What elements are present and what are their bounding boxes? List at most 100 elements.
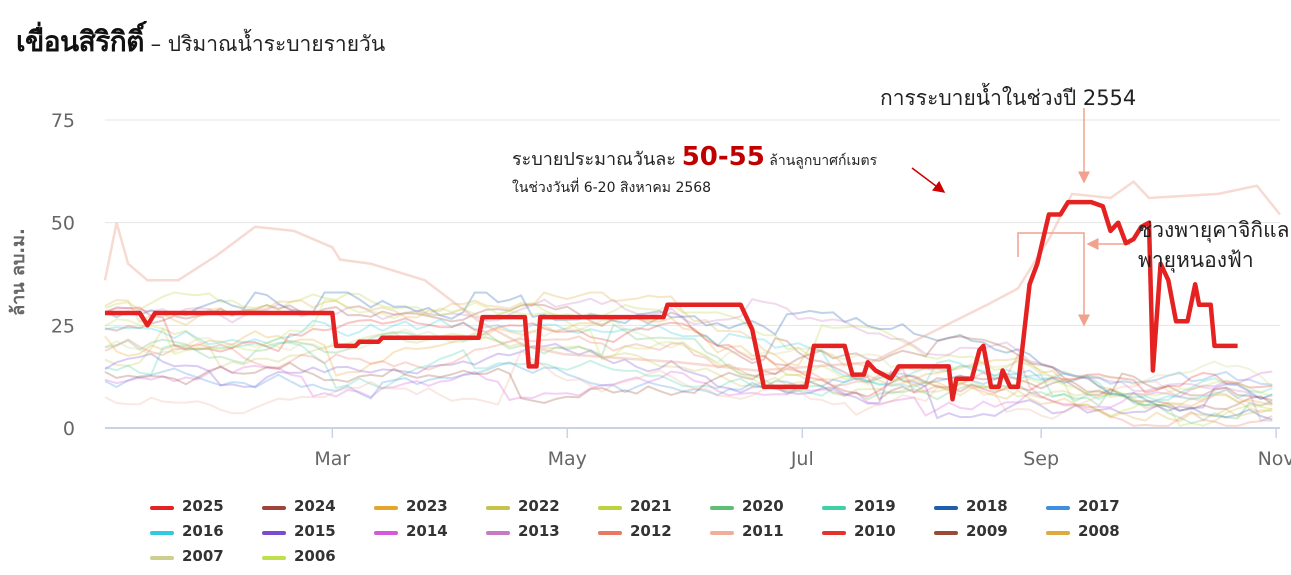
series-2007 xyxy=(104,318,1273,389)
legend-label: 2010 xyxy=(854,522,896,540)
series-2024 xyxy=(104,303,1273,412)
legend-label: 2007 xyxy=(182,547,224,565)
legend-item-2010[interactable]: 2010 xyxy=(822,522,934,546)
legend-item-2006[interactable]: 2006 xyxy=(262,547,374,571)
legend-label: 2013 xyxy=(518,522,560,540)
legend-item-2015[interactable]: 2015 xyxy=(262,522,374,546)
legend-swatch xyxy=(374,531,398,535)
legend-item-2021[interactable]: 2021 xyxy=(598,497,710,521)
legend-label: 2019 xyxy=(854,497,896,515)
series-2025 xyxy=(105,199,1238,402)
series-2014 xyxy=(104,364,1273,417)
series-2022 xyxy=(104,327,1273,414)
legend-label: 2009 xyxy=(966,522,1008,540)
legend-item-2020[interactable]: 2020 xyxy=(710,497,822,521)
legend-label: 2025 xyxy=(182,497,224,515)
legend-label: 2006 xyxy=(294,547,336,565)
legend-item-2012[interactable]: 2012 xyxy=(598,522,710,546)
legend-swatch xyxy=(710,506,734,510)
legend-swatch xyxy=(598,506,622,510)
legend-item-2025[interactable]: 2025 xyxy=(150,497,262,521)
legend-item-2017[interactable]: 2017 xyxy=(1046,497,1158,521)
annotation-storm-nongfa: พายุหนองฟ้า xyxy=(1138,248,1254,272)
legend-swatch xyxy=(934,531,958,535)
legend-item-2008[interactable]: 2008 xyxy=(1046,522,1158,546)
legend-swatch xyxy=(486,506,510,510)
title-subtitle: – ปริมาณน้ำระบายรายวัน xyxy=(143,32,386,56)
legend-label: 2012 xyxy=(630,522,672,540)
arrow-storm-bracket xyxy=(1017,232,1090,327)
legend-label: 2014 xyxy=(406,522,448,540)
legend-swatch xyxy=(1046,531,1070,535)
legend-swatch xyxy=(486,531,510,535)
rate-unit: ล้านลูกบาศก์เมตร xyxy=(764,153,878,169)
axes: 0 25 50 75 ล้าน ลบ.ม. Mar May Jul Sep Nov xyxy=(8,110,1291,470)
legend-item-2016[interactable]: 2016 xyxy=(150,522,262,546)
x-tick-label: Sep xyxy=(1023,448,1059,470)
annotation-release-rate: ระบายประมาณวันละ 50-55 ล้านลูกบาศก์เมตร xyxy=(512,142,877,173)
series-2019 xyxy=(104,341,1273,403)
series-2023 xyxy=(104,315,1273,410)
legend-label: 2017 xyxy=(1078,497,1120,515)
annotation-storm-kajiki: ช่วงพายุคาจิกิแล xyxy=(1138,218,1290,242)
legend-label: 2015 xyxy=(294,522,336,540)
series-2016 xyxy=(104,318,1273,407)
legend-item-2013[interactable]: 2013 xyxy=(486,522,598,546)
legend-label: 2024 xyxy=(294,497,336,515)
legend-item-2014[interactable]: 2014 xyxy=(374,522,486,546)
series-2008 xyxy=(104,291,1273,423)
series-2015 xyxy=(104,342,1273,420)
y-tick-label: 25 xyxy=(51,315,75,337)
annotation-year-2554: การระบายน้ำในช่วงปี 2554 xyxy=(880,86,1137,110)
legend-swatch xyxy=(934,506,958,510)
legend-swatch xyxy=(262,531,286,535)
chart-title: เขื่อนสิริกิติ์ – ปริมาณน้ำระบายรายวัน xyxy=(16,20,385,64)
legend-item-2023[interactable]: 2023 xyxy=(374,497,486,521)
legend-item-2009[interactable]: 2009 xyxy=(934,522,1046,546)
legend-item-2018[interactable]: 2018 xyxy=(934,497,1046,521)
legend-item-2022[interactable]: 2022 xyxy=(486,497,598,521)
series-2021 xyxy=(104,291,1273,428)
legend-swatch xyxy=(1046,506,1070,510)
legend-label: 2018 xyxy=(966,497,1008,515)
legend-swatch xyxy=(374,506,398,510)
legend-item-2007[interactable]: 2007 xyxy=(150,547,262,571)
legend-label: 2020 xyxy=(742,497,784,515)
legend-swatch xyxy=(262,506,286,510)
arrow-release-rate xyxy=(911,167,946,193)
legend-label: 2016 xyxy=(182,522,224,540)
legend-swatch xyxy=(822,506,846,510)
series-2006 xyxy=(104,298,1273,398)
legend-swatch xyxy=(598,531,622,535)
series-2010 xyxy=(104,306,1273,398)
rate-prefix: ระบายประมาณวันละ xyxy=(512,149,682,170)
annotation-release-period: ในช่วงวันที่ 6-20 สิงหาคม 2568 xyxy=(512,180,712,196)
x-tick-label: Jul xyxy=(790,448,814,470)
legend-label: 2008 xyxy=(1078,522,1120,540)
legend-label: 2011 xyxy=(742,522,784,540)
legend-swatch xyxy=(710,531,734,535)
legend-label: 2023 xyxy=(406,497,448,515)
y-tick-label: 0 xyxy=(63,418,75,440)
x-tick-label: May xyxy=(548,448,587,470)
series-2011 xyxy=(104,349,1273,420)
series-2011-highlight-shape xyxy=(103,179,1281,372)
x-tick-label: Nov xyxy=(1258,448,1291,470)
series-2017 xyxy=(104,361,1273,400)
legend-swatch xyxy=(150,506,174,510)
series-2009 xyxy=(104,335,1273,405)
series-2020 xyxy=(104,323,1273,425)
rate-value: 50-55 xyxy=(681,142,765,172)
legend-swatch xyxy=(150,531,174,535)
annotation-arrows xyxy=(911,108,1130,327)
legend-item-2024[interactable]: 2024 xyxy=(262,497,374,521)
x-tick-label: Mar xyxy=(314,448,350,470)
title-dam-name: เขื่อนสิริกิติ์ xyxy=(16,25,144,58)
legend-item-2019[interactable]: 2019 xyxy=(822,497,934,521)
legend-item-2011[interactable]: 2011 xyxy=(710,522,822,546)
y-tick-label: 50 xyxy=(51,213,75,235)
y-axis-label: ล้าน ลบ.ม. xyxy=(8,228,29,316)
series-2025-line xyxy=(105,199,1238,402)
series-2012 xyxy=(104,335,1273,427)
